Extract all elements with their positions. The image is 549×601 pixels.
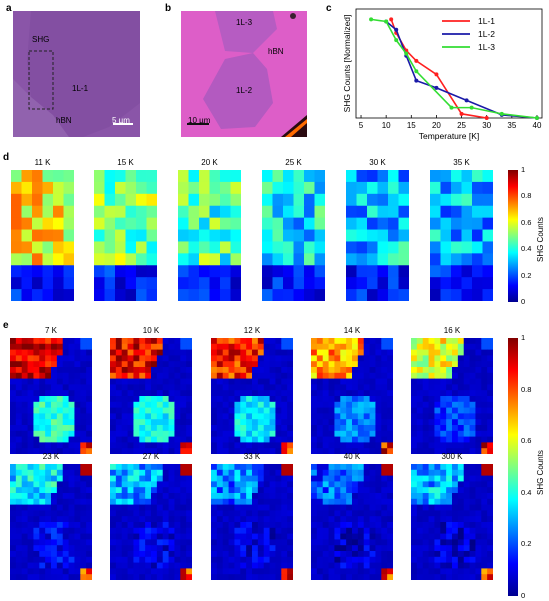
heatmap-e-temp-label: 23 K <box>42 452 60 461</box>
colorbar-tick-label: 0.6 <box>521 436 532 446</box>
micrograph-a <box>13 11 140 137</box>
legend-entry-1L-3: 1L-3 <box>478 42 495 52</box>
data-point-1L-3 <box>499 111 504 116</box>
data-point-1L-1 <box>484 116 489 120</box>
heatmap-d <box>346 170 409 301</box>
data-point-1L-3 <box>404 51 409 56</box>
heatmap-d-temp-label: 30 K <box>369 158 386 167</box>
data-point-1L-3 <box>414 69 419 74</box>
data-point-1L-3 <box>449 105 454 110</box>
colorbar-tick-label: 0.2 <box>521 270 532 280</box>
heatmap-d-temp-label: 35 K <box>453 158 470 167</box>
data-point-1L-1 <box>434 72 439 77</box>
heatmap-e <box>110 338 192 454</box>
colorbar-e <box>508 338 518 596</box>
heatmap-e-temp-label: 27 K <box>142 452 160 461</box>
colorbar-tick-label: 0.8 <box>521 384 532 394</box>
heatmap-e <box>411 464 493 580</box>
data-point-1L-2 <box>434 85 439 90</box>
x-tick-label: 40 <box>533 121 542 130</box>
heatmap-d <box>94 170 157 301</box>
heatmap-d-temp-label: 11 K <box>34 158 51 167</box>
x-tick-label: 35 <box>507 121 516 130</box>
heatmap-d <box>11 170 74 301</box>
x-tick-label: 5 <box>359 121 364 130</box>
y-axis-label: SHG Counts [Normalized] <box>342 15 352 113</box>
x-tick-label: 20 <box>432 121 441 130</box>
series-line-1L-2 <box>385 20 538 119</box>
heatmap-e-temp-label: 300 K <box>441 452 463 461</box>
colorbar-tick-label: 0.6 <box>521 217 532 227</box>
colorbar-d-label: SHG Counts <box>536 217 545 262</box>
heatmap-e <box>311 464 393 580</box>
heatmap-d-temp-label: 20 K <box>201 158 218 167</box>
hbn-label-b: hBN <box>268 47 284 56</box>
colorbar-tick-label: 1 <box>521 333 526 342</box>
legend-entry-1L-2: 1L-2 <box>478 29 495 39</box>
heatmap-e-temp-label: 10 K <box>142 326 160 335</box>
x-axis-label: Temperature [K] <box>419 131 479 141</box>
heatmap-e <box>10 338 92 454</box>
heatmap-e <box>311 338 393 454</box>
data-point-1L-3 <box>369 17 374 22</box>
data-point-1L-1 <box>414 58 419 63</box>
heatmap-e-temp-label: 16 K <box>443 326 461 335</box>
colorbar-tick-label: 0 <box>521 297 526 306</box>
flake-label-1l-3: 1L-3 <box>236 18 253 27</box>
heatmap-e-temp-label: 7 K <box>44 326 57 335</box>
legend-entry-1L-1: 1L-1 <box>478 16 495 26</box>
data-point-1L-2 <box>394 27 399 32</box>
colorbar-e-label: SHG Counts <box>536 450 545 495</box>
panel-label-b: b <box>165 3 172 14</box>
data-point-1L-2 <box>464 98 469 103</box>
heatmap-d <box>430 170 493 301</box>
heatmap-d <box>178 170 241 301</box>
colorbar-tick-label: 0.2 <box>521 539 532 549</box>
colorbar-d <box>508 170 518 302</box>
colorbar-tick-label: 0 <box>521 591 526 600</box>
colorbar-tick-label: 0.4 <box>521 244 532 254</box>
heatmap-e-temp-label: 12 K <box>243 326 261 335</box>
heatmap-e <box>110 464 192 580</box>
data-point-1L-2 <box>414 78 419 83</box>
x-tick-label: 10 <box>382 121 391 130</box>
heatmap-e-temp-label: 40 K <box>343 452 361 461</box>
colorbar-tick-label: 1 <box>521 165 526 174</box>
chart-axes-box <box>355 8 543 119</box>
data-point-1L-3 <box>384 19 389 24</box>
heatmap-e <box>211 464 293 580</box>
data-point-1L-1 <box>459 111 464 116</box>
heatmap-d-temp-label: 15 K <box>117 158 134 167</box>
heatmap-e-temp-label: 33 K <box>243 452 261 461</box>
panel-label-e: e <box>3 320 9 331</box>
colorbar-tick-label: 0.8 <box>521 191 532 201</box>
heatmap-e <box>411 338 493 454</box>
hbn-label-a: hBN <box>56 116 72 125</box>
panel-label-d: d <box>3 152 10 163</box>
scale-label-a: 5 µm <box>112 116 130 125</box>
heatmap-e <box>211 338 293 454</box>
data-point-1L-1 <box>389 17 394 22</box>
panel-label-c: c <box>326 3 332 14</box>
heatmap-d <box>262 170 325 301</box>
colorbar-tick-label: 0.4 <box>521 487 532 497</box>
x-tick-label: 25 <box>457 121 466 130</box>
x-tick-label: 30 <box>482 121 491 130</box>
heatmap-e-temp-label: 14 K <box>343 326 361 335</box>
heatmap-d-temp-label: 25 K <box>285 158 302 167</box>
shg-region-label: SHG <box>32 35 50 44</box>
flake-label-1l-1: 1L-1 <box>72 84 89 93</box>
micrograph-b <box>181 11 307 137</box>
flake-label-1l-2: 1L-2 <box>236 86 253 95</box>
panel-label-a: a <box>6 3 12 14</box>
x-tick-label: 15 <box>407 121 416 130</box>
data-point-1L-3 <box>394 38 399 43</box>
scale-label-b: 10 µm <box>188 116 211 125</box>
heatmap-e <box>10 464 92 580</box>
shg-temperature-chart: 5 10 15 20 25 30 35 40 Temperature [K] SHG Counts… <box>342 8 543 141</box>
data-point-1L-3 <box>534 116 539 120</box>
data-point-1L-3 <box>469 105 474 110</box>
